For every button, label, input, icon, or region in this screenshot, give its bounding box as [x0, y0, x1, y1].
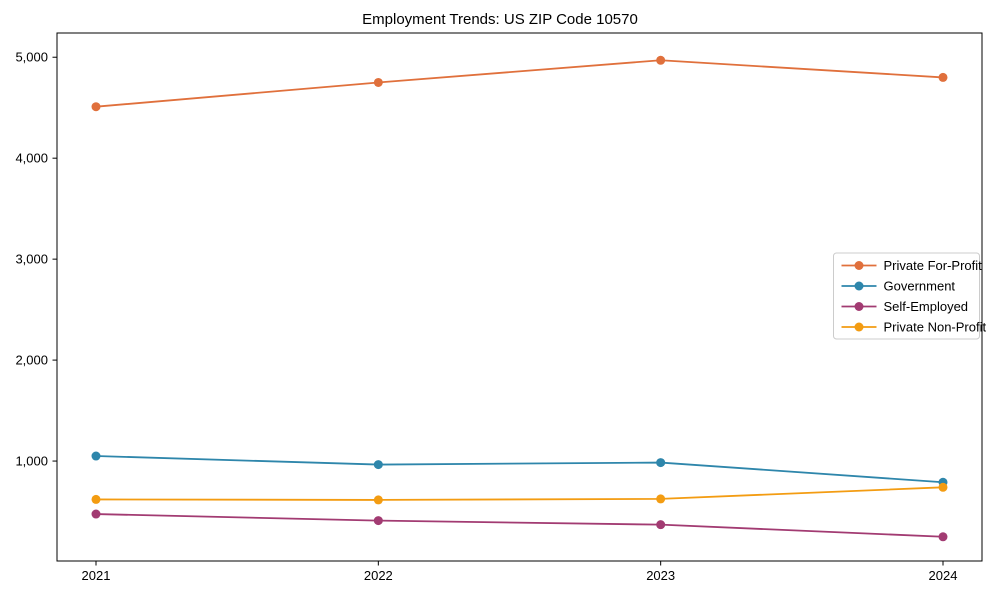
y-tick-label: 2,000 [15, 353, 48, 368]
y-tick-label: 3,000 [15, 252, 48, 267]
plot-border [56, 32, 983, 562]
y-tick-label: 4,000 [15, 151, 48, 166]
data-point [373, 460, 383, 470]
x-tick-label: 2021 [82, 568, 111, 583]
data-point [91, 102, 101, 112]
series-lines [91, 55, 948, 542]
legend-marker [854, 281, 864, 291]
data-point [656, 520, 666, 530]
series-line [95, 486, 944, 501]
series-line [95, 59, 944, 108]
x-tick-label: 2024 [929, 568, 958, 583]
data-point [373, 77, 383, 87]
legend: Private For-Profit Government Self-Employe… [833, 252, 987, 340]
legend-marker [854, 302, 864, 311]
y-axis: 1,000 2,000 3,000 4,000 5,000 [15, 50, 57, 469]
y-tick-label: 1,000 [15, 454, 48, 469]
data-point [373, 516, 383, 526]
data-point [938, 482, 948, 492]
legend-label: Private For-Profit [884, 258, 983, 273]
x-tick-label: 2023 [646, 568, 675, 583]
x-axis: 2021 2022 2023 2024 [82, 561, 958, 583]
data-point [656, 55, 666, 65]
series-line [95, 455, 944, 484]
legend-label: Self-Employed [884, 299, 969, 314]
legend-box [833, 252, 980, 340]
data-point [91, 451, 101, 461]
x-tick-label: 2022 [364, 568, 393, 583]
data-point [938, 532, 948, 542]
data-point [373, 495, 383, 505]
data-point [91, 494, 101, 504]
data-point [656, 458, 666, 468]
legend-marker [854, 261, 864, 270]
legend-label: Private Non-Profit [884, 320, 987, 335]
y-tick-label: 5,000 [15, 50, 48, 65]
legend-label: Government [884, 279, 956, 294]
chart-title: Employment Trends: US ZIP Code 10570 [362, 11, 638, 28]
legend-marker [854, 322, 864, 332]
data-point [656, 494, 666, 504]
data-point [938, 72, 948, 82]
series-line [95, 513, 944, 538]
data-point [91, 509, 101, 519]
